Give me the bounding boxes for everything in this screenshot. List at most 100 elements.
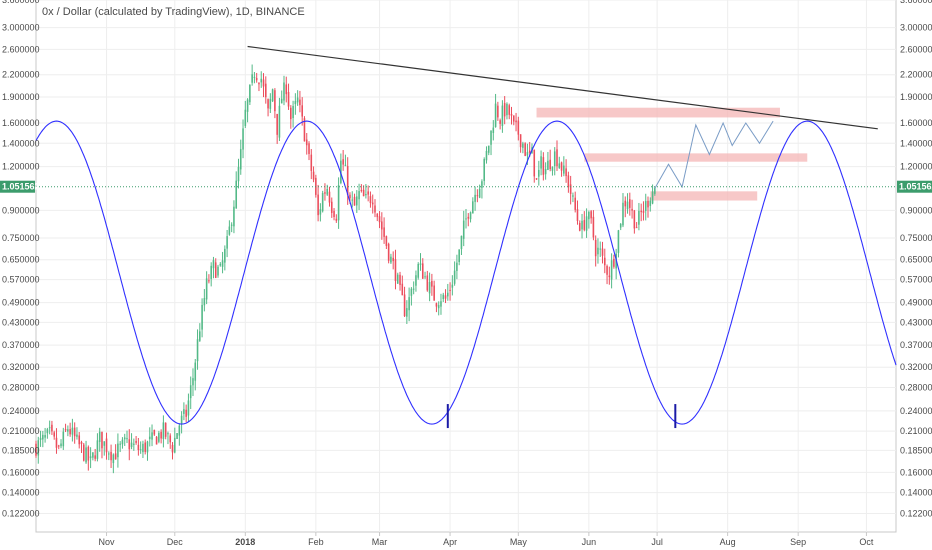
candle-body [406, 308, 408, 317]
candle-body [510, 113, 513, 116]
candle-body [112, 454, 115, 464]
y-tick-label-left: 0.650000 [2, 255, 40, 265]
candle-body [381, 221, 383, 230]
x-tick-label: Jun [582, 537, 597, 547]
candle-body [374, 205, 376, 213]
candle-body [417, 263, 420, 278]
candle-body [92, 452, 94, 458]
candle-body [619, 224, 622, 228]
candle-body [35, 443, 37, 456]
candle-body [460, 235, 463, 250]
candle-body [462, 220, 465, 239]
candle-body [321, 193, 324, 212]
candle-body [214, 262, 217, 278]
candle-body [239, 149, 242, 170]
candle-body [228, 226, 231, 235]
y-tick-label-left: 1.900000 [2, 92, 40, 102]
candle-body [121, 439, 124, 445]
candle-body [249, 84, 251, 103]
candle-body [547, 160, 549, 170]
candle-body [624, 200, 627, 207]
candle-body [360, 189, 363, 191]
candle-body [617, 230, 620, 253]
candle-body [447, 292, 449, 297]
candle-body [37, 440, 40, 456]
candle-body [201, 304, 203, 330]
candle-body [253, 76, 256, 78]
candle-body [219, 263, 222, 266]
candle-body [647, 200, 649, 208]
candle-body [551, 166, 554, 171]
projection-line [654, 120, 774, 189]
candle-body [376, 213, 379, 218]
candle-body [153, 429, 156, 435]
candle-body [328, 191, 331, 203]
candle-body [294, 101, 297, 105]
candle-body [251, 74, 253, 83]
candle-body [171, 444, 174, 453]
candle-body [506, 103, 508, 116]
y-tick-label-left: 0.430000 [2, 317, 40, 327]
candle-body [178, 425, 181, 436]
y-tick-label-right: 0.750000 [900, 233, 932, 243]
candle-body [415, 275, 417, 286]
candle-body [133, 443, 135, 445]
candle-body [335, 218, 338, 221]
candle-body [169, 435, 172, 443]
candle-body [351, 199, 354, 201]
candle-body [515, 120, 517, 123]
candle-body [312, 171, 315, 180]
candle-body [610, 260, 613, 280]
candle-body [638, 210, 640, 225]
candle-body [67, 429, 69, 432]
candle-body [440, 301, 442, 307]
candle-body [633, 210, 636, 229]
candle-body [119, 443, 121, 445]
candle-body [540, 156, 542, 169]
y-axis-right[interactable]: 3.600000 3.000000 2.600000 2.200000 1.900000… [900, 0, 932, 519]
candle-body [349, 194, 351, 199]
candle-body [497, 105, 499, 118]
candle-body [474, 194, 476, 202]
candle-body [412, 288, 415, 290]
candle-body [371, 202, 374, 205]
candle-body [108, 453, 110, 455]
y-tick-label-left: 0.370000 [2, 340, 40, 350]
x-axis[interactable]: Nov Dec 2018 Feb Mar Apr May Jun Jul Aug Sep Oct [99, 532, 874, 547]
y-tick-label-left: 2.600000 [2, 44, 40, 54]
candle-body [194, 362, 197, 381]
candle-body [337, 185, 340, 221]
candle-body [196, 339, 199, 362]
candle-body [565, 168, 567, 177]
candle-body [317, 194, 319, 216]
candle-body [233, 206, 235, 227]
candle-body [96, 440, 99, 459]
candle-body [528, 150, 531, 153]
last-price-badge-left [0, 180, 35, 193]
y-tick-label-left: 1.200000 [2, 162, 40, 172]
x-tick-label: Apr [443, 537, 457, 547]
candle-body [556, 149, 558, 167]
candle-body [303, 118, 306, 142]
x-tick-label: Mar [372, 537, 388, 547]
candle-body [451, 284, 454, 288]
y-axis-left[interactable]: 3.600000 3.000000 2.600000 2.200000 1.900000… [2, 0, 40, 519]
candle-body [390, 256, 392, 263]
candle-body [73, 427, 76, 437]
y-tick-label-right: 0.140000 [900, 488, 932, 498]
candle-body [192, 378, 194, 386]
x-tick-label: Dec [167, 537, 184, 547]
candle-body [330, 201, 333, 213]
y-tick-label-right: 0.570000 [900, 275, 932, 285]
candle-body [485, 150, 488, 161]
candle-body [583, 220, 586, 230]
candle-body [285, 84, 288, 95]
candle-body [94, 455, 96, 459]
candle-body [82, 444, 85, 461]
candle-body [599, 248, 602, 250]
cycle-wave [35, 120, 897, 425]
y-tick-label-right: 0.185000 [900, 445, 932, 455]
candle-body [126, 438, 128, 440]
candle-body [53, 432, 55, 437]
